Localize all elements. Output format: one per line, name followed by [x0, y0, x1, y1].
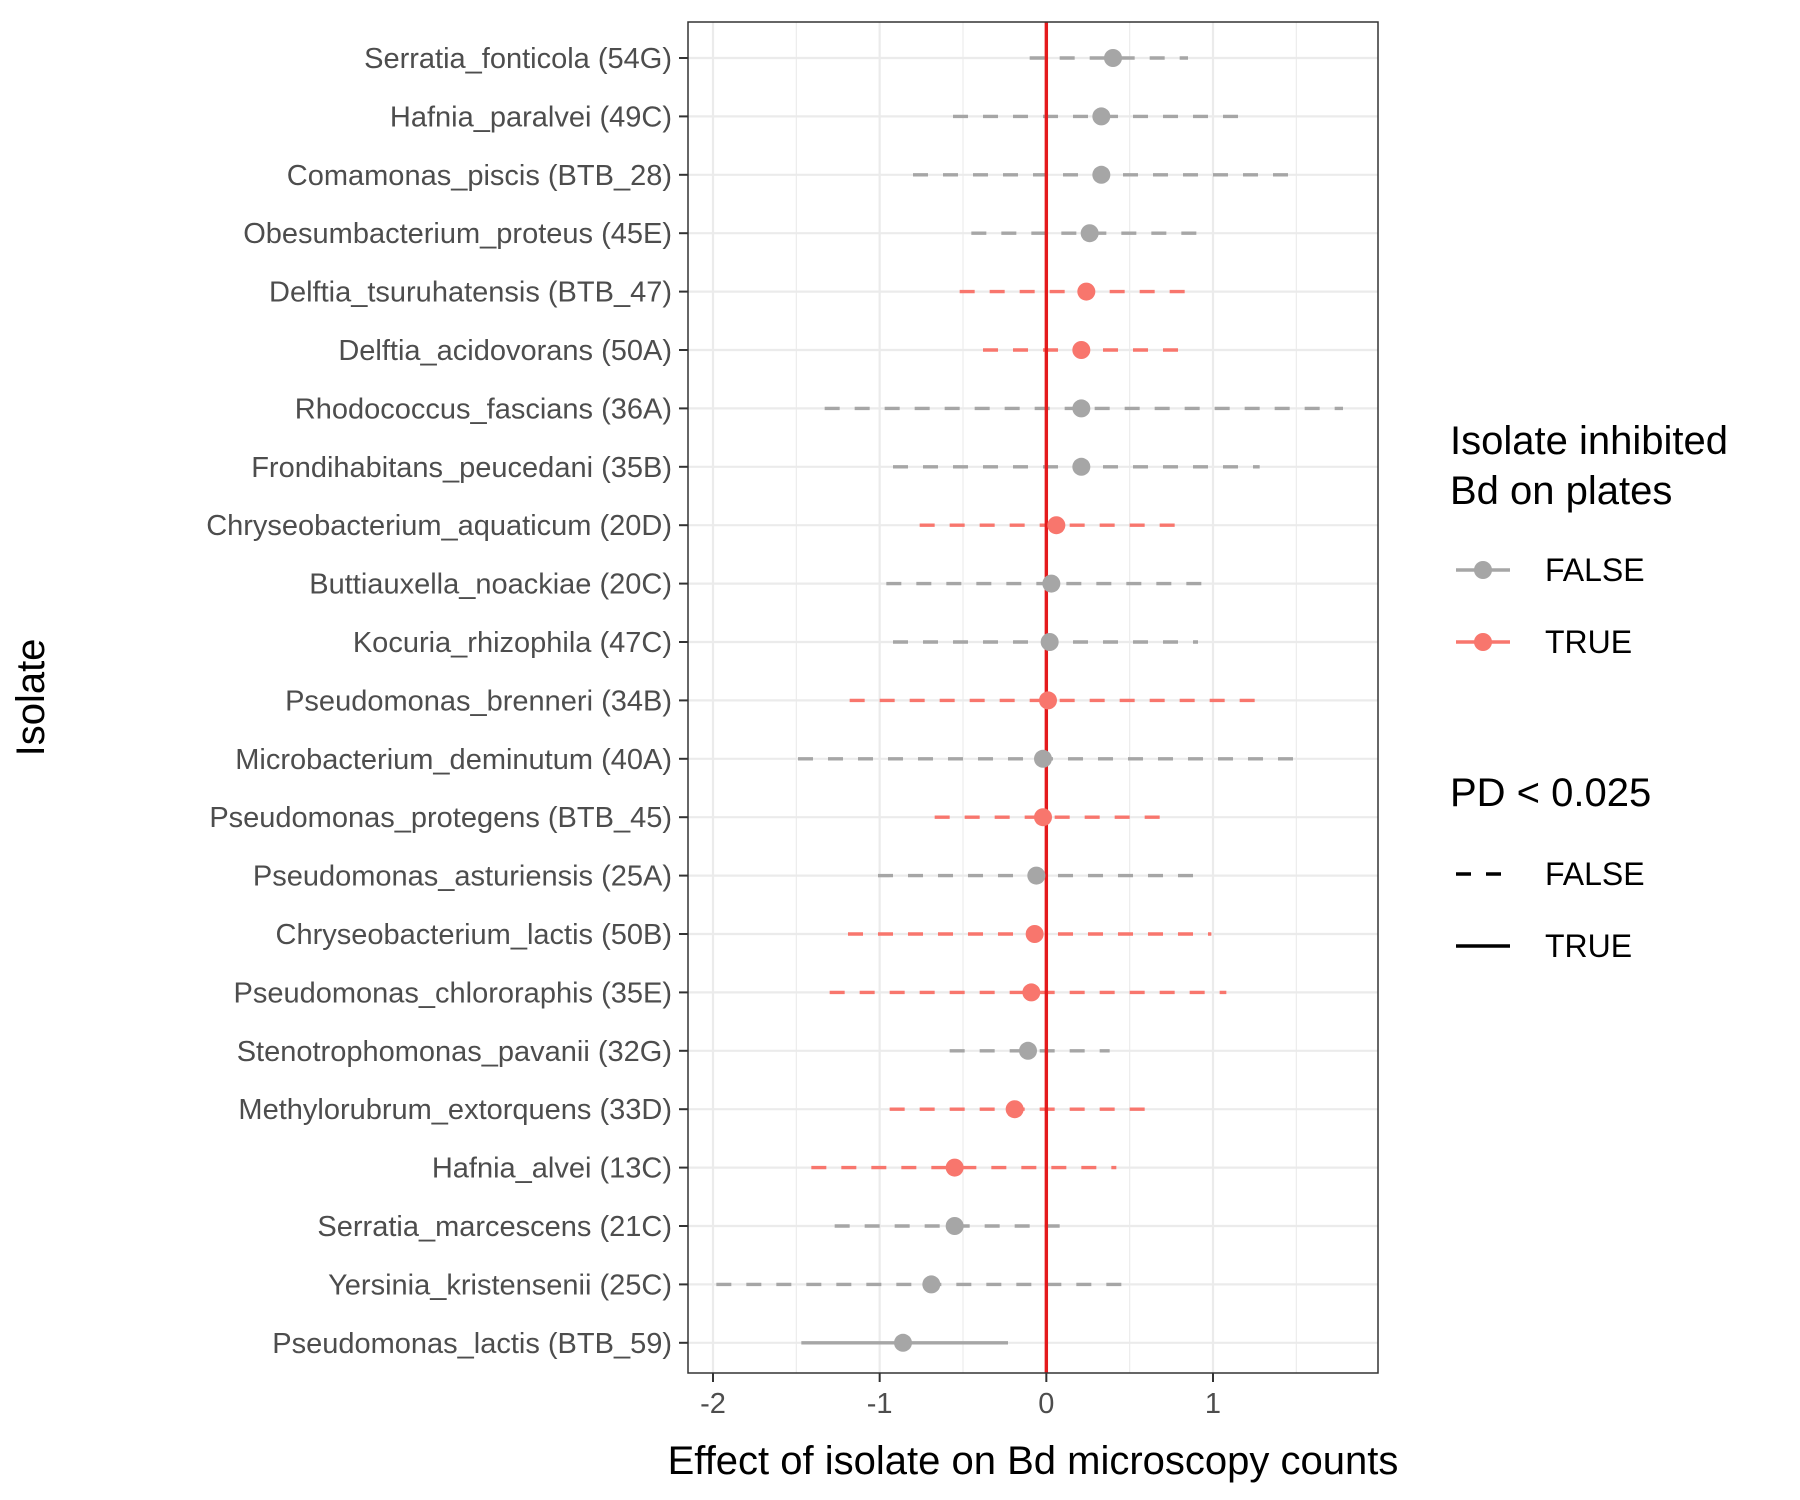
y-axis: Serratia_fonticola (54G) Hafnia_paralvei …	[206, 43, 688, 1360]
y-axis-title: Isolate	[9, 639, 53, 757]
y-tick-label: Kocuria_rhizophila (47C)	[353, 627, 672, 659]
estimate-point	[922, 1275, 941, 1294]
y-tick-label: Buttiauxella_noackiae (20C)	[309, 569, 672, 601]
legend: Isolate inhibited Bd on plates FALSE TRUE PD…	[1450, 419, 1728, 964]
legend-title: PD < 0.025	[1450, 771, 1651, 815]
estimate-point	[945, 1217, 964, 1235]
estimate-point	[1092, 165, 1111, 184]
x-axis-title: Effect of isolate on Bd microscopy count…	[668, 1439, 1399, 1483]
y-tick-label: Pseudomonas_protegens (BTB_45)	[209, 802, 672, 834]
y-tick-label: Pseudomonas_lactis (BTB_59)	[272, 1328, 672, 1360]
estimate-point	[1040, 633, 1059, 651]
y-tick-label: Chryseobacterium_aquaticum (20D)	[206, 510, 672, 542]
y-tick-label: Microbacterium_deminutum (40A)	[235, 744, 672, 776]
estimate-point	[1042, 574, 1061, 593]
y-tick-label: Pseudomonas_asturiensis (25A)	[253, 861, 672, 893]
estimate-point	[1072, 399, 1091, 418]
estimate-point	[894, 1333, 912, 1352]
y-tick-label: Hafnia_paralvei (49C)	[390, 101, 672, 133]
y-tick-label: Yersinia_kristensenii (25C)	[328, 1269, 672, 1301]
y-tick-label: Rhodococcus_fascians (36A)	[295, 393, 672, 425]
estimate-point	[1034, 808, 1052, 827]
legend-label: FALSE	[1545, 856, 1645, 892]
estimate-point	[1019, 1041, 1037, 1060]
y-tick-label: Serratia_marcescens (21C)	[317, 1211, 672, 1243]
panel-border	[687, 21, 1379, 1374]
estimate-point	[1092, 107, 1111, 126]
x-tick-label: 1	[1205, 1388, 1221, 1420]
estimate-point	[1072, 457, 1091, 476]
estimate-point	[1034, 749, 1052, 768]
y-tick-label: Stenotrophomonas_pavanii (32G)	[237, 1036, 672, 1068]
estimate-point	[1104, 49, 1122, 67]
legend-key-point	[1474, 561, 1492, 579]
legend-label: TRUE	[1545, 928, 1632, 964]
estimate-point	[1047, 516, 1066, 535]
estimate-point	[945, 1158, 964, 1177]
y-tick-label: Comamonas_piscis (BTB_28)	[287, 160, 672, 192]
y-tick-label: Chryseobacterium_lactis (50B)	[276, 919, 672, 951]
estimate-point	[1027, 866, 1046, 885]
x-axis: -2 -1 0 1	[700, 1373, 1221, 1420]
y-tick-label: Obesumbacterium_proteus (45E)	[243, 218, 672, 250]
estimate-point	[1072, 341, 1091, 359]
y-tick-label: Serratia_fonticola (54G)	[364, 43, 672, 75]
legend-label: FALSE	[1545, 552, 1645, 588]
x-tick-label: 0	[1038, 1388, 1054, 1420]
legend-title: Isolate inhibited	[1450, 419, 1728, 463]
estimate-point	[1077, 282, 1096, 301]
x-tick-label: -1	[867, 1388, 893, 1420]
estimate-point	[1039, 691, 1057, 710]
y-tick-label: Pseudomonas_brenneri (34B)	[285, 685, 672, 717]
x-tick-label: -2	[700, 1388, 726, 1420]
y-tick-label: Methylorubrum_extorquens (33D)	[238, 1094, 672, 1126]
y-tick-label: Hafnia_alvei (13C)	[432, 1153, 672, 1185]
estimate-point	[1025, 925, 1044, 943]
y-tick-label: Pseudomonas_chlororaphis (35E)	[234, 977, 672, 1009]
y-tick-label: Delftia_acidovorans (50A)	[338, 335, 672, 367]
estimate-point	[1005, 1100, 1024, 1119]
legend-label: TRUE	[1545, 624, 1632, 660]
y-tick-label: Delftia_tsuruhatensis (BTB_47)	[269, 277, 672, 309]
estimate-points	[894, 49, 1122, 1352]
estimate-point	[1080, 224, 1099, 243]
estimate-point	[1022, 983, 1041, 1002]
y-tick-label: Frondihabitans_peucedani (35B)	[251, 452, 672, 484]
legend-key-point	[1474, 633, 1492, 651]
legend-title: Bd on plates	[1450, 469, 1672, 513]
